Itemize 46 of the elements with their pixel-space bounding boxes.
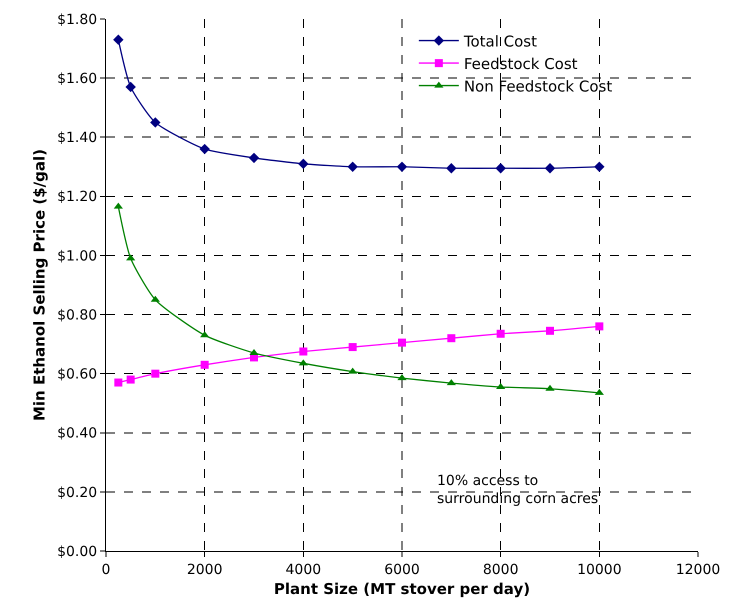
point	[125, 82, 136, 92]
point	[199, 144, 210, 154]
x-tick-label: 10000	[577, 562, 622, 578]
y-tick-label: $1.20	[57, 189, 98, 206]
point	[594, 162, 605, 172]
point	[546, 326, 554, 335]
point	[595, 322, 604, 330]
point	[248, 152, 260, 164]
point	[398, 338, 406, 347]
y-tick-label: $1.00	[57, 248, 98, 264]
point	[150, 117, 161, 128]
y-tick-label: $0.20	[57, 484, 98, 501]
y-tick-label: $1.80	[57, 12, 98, 28]
point	[113, 34, 124, 45]
x-tick-label: 2000	[186, 562, 222, 578]
point	[151, 370, 160, 378]
point	[348, 343, 357, 352]
y-tick-label: $0.40	[57, 426, 98, 442]
point	[298, 158, 309, 170]
x-tick-label: 6000	[384, 562, 420, 578]
legend-label: Non Feedstock Cost	[464, 77, 612, 96]
point	[396, 162, 408, 172]
point	[447, 334, 456, 342]
annotation: 10% access to surrounding corn acres	[437, 473, 598, 508]
x-axis-title: Plant Size (MT stover per day)	[274, 580, 530, 598]
y-axis-title: Min Ethanol Selling Price ($/gal)	[30, 148, 48, 422]
y-tick-label: $0.80	[57, 307, 98, 324]
x-tick-label: 8000	[482, 562, 518, 578]
point	[200, 360, 209, 369]
point	[299, 348, 308, 356]
y-tick-label: $0.00	[57, 544, 98, 560]
x-tick-label: 12000	[676, 562, 720, 578]
legend-label: Feedstock Cost	[464, 54, 578, 73]
point	[544, 163, 556, 174]
x-tick-label: 0	[102, 562, 110, 578]
point	[114, 378, 122, 387]
point	[126, 376, 135, 384]
point	[446, 163, 457, 174]
point	[495, 163, 506, 174]
y-tick-label: $1.40	[57, 130, 98, 146]
x-tick-label: 4000	[286, 562, 322, 578]
legend-label: Total Cost	[462, 32, 538, 50]
y-tick-label: $0.60	[57, 366, 98, 383]
y-tick-label: $1.60	[57, 71, 98, 88]
point	[496, 330, 505, 338]
point	[347, 162, 358, 172]
